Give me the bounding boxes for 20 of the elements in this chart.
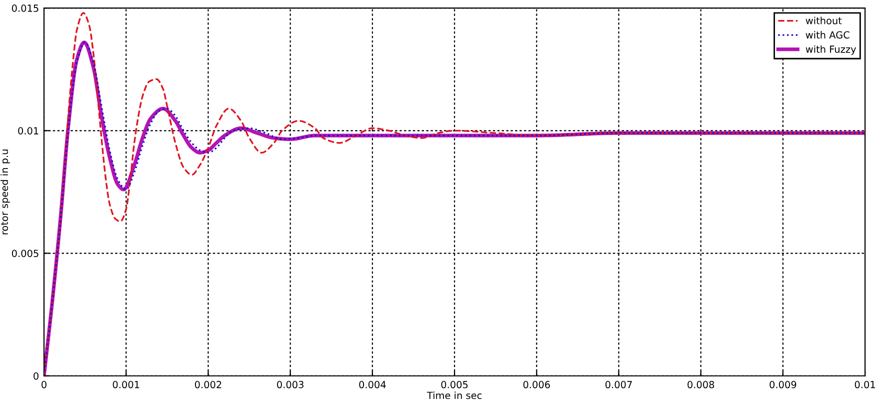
x-axis-title: Time in sec (426, 392, 482, 400)
y-axis-title: rotor speed in p.u (0, 150, 10, 234)
x-tick-label: 0.005 (441, 380, 468, 388)
x-tick-label: 0.003 (277, 380, 304, 388)
x-tick-label: 0.008 (688, 380, 714, 388)
legend-label: with Fuzzy (806, 45, 856, 55)
legend-label: without (806, 16, 842, 24)
x-tick-label: 0.001 (112, 380, 140, 388)
y-tick-label: 0.01 (18, 127, 38, 134)
x-tick-label: 0.004 (359, 380, 386, 388)
y-tick-label: 0.015 (12, 4, 38, 12)
x-tick-label: 0 (42, 380, 46, 388)
x-tick-label: 0.002 (194, 380, 222, 388)
x-tick-label: 0.009 (770, 380, 796, 388)
legend-label: with AGC (806, 31, 850, 39)
y-tick-label: 0 (34, 372, 38, 380)
y-tick-label: 0.005 (12, 250, 38, 258)
x-tick-label: 0.01 (854, 380, 875, 388)
x-tick-label: 0.006 (523, 380, 550, 388)
x-tick-label: 0.007 (605, 380, 632, 388)
